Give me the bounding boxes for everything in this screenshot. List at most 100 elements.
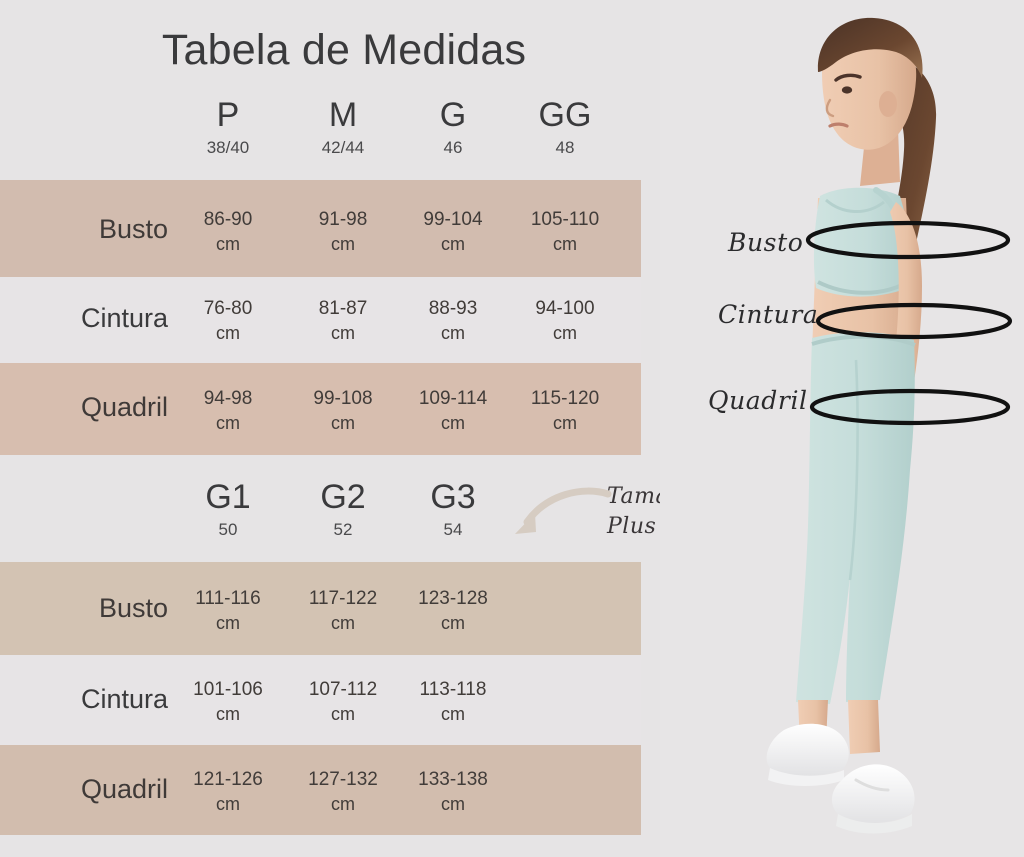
cell-value: 113-118 [419,679,487,700]
row-label-cintura-plus: Cintura [80,684,168,714]
table-row: Busto 86-90 cm 91-98 cm 99-104 cm 105-11… [0,180,641,277]
cell-value: 99-108 [313,388,373,409]
cell-value: 86-90 [203,209,253,230]
cell-cintura-m: 81-87 cm [278,296,408,345]
row-label-busto: Busto [98,214,168,244]
cell-value: 94-100 [535,298,595,319]
measure-label-quadril: Quadril [708,386,808,415]
size-number: 38/40 [206,138,250,157]
cell-quadril-gg: 115-120 cm [500,386,630,435]
cell-value: 107-112 [308,679,378,700]
size-column-g3: G3 54 [388,478,518,542]
cell-value: 81-87 [318,298,368,319]
size-label: G1 [205,478,251,516]
cell-busto-m: 91-98 cm [278,207,408,256]
page-title: Tabela de Medidas [161,26,527,74]
cell-unit: cm [331,413,355,433]
row-label-cintura: Cintura [80,303,168,333]
cell-value: 121-126 [193,769,263,790]
size-label: G [439,96,467,134]
size-label: GG [538,96,592,134]
size-number: 48 [555,138,575,157]
cell-cintura-g: 88-93 cm [388,296,518,345]
size-column-g1: G1 50 [163,478,293,542]
plus-size-header: G1 50 G2 52 G3 54 [0,478,660,556]
cell-value: 115-120 [530,388,600,409]
cell-cintura-p: 76-80 cm [163,296,293,345]
row-label-quadril: Quadril [80,392,168,422]
cell-unit: cm [441,323,465,343]
size-number: 50 [218,520,238,539]
row-label-busto-plus: Busto [98,593,168,623]
cell-unit: cm [441,234,465,254]
waist-measure-ring-icon [815,302,1013,340]
size-column-p: P 38/40 [163,96,293,160]
cell-unit: cm [216,323,240,343]
cell-unit: cm [441,704,465,724]
table-row: Quadril 94-98 cm 99-108 cm 109-114 cm 11… [0,363,641,455]
cell-value: 111-116 [195,588,261,609]
cell-unit: cm [553,413,577,433]
cell-cintura-g1: 101-106 cm [163,677,293,726]
cell-quadril-g3: 133-138 cm [388,767,518,816]
table-row: Cintura 101-106 cm 107-112 cm 113-118 cm [0,655,641,745]
cell-busto-g3: 123-128 cm [388,586,518,635]
cell-unit: cm [216,413,240,433]
size-number: 52 [333,520,353,539]
cell-quadril-g2: 127-132 cm [278,767,408,816]
cell-quadril-g1: 121-126 cm [163,767,293,816]
standard-size-header: P 38/40 M 42/44 G 46 GG 48 [0,96,660,174]
cell-value: 101-106 [193,679,263,700]
size-number: 42/44 [321,138,365,157]
cell-unit: cm [331,704,355,724]
cell-unit: cm [441,794,465,814]
cell-value: 127-132 [308,769,378,790]
cell-unit: cm [331,323,355,343]
measurements-table-area: Tabela de Medidas P 38/40 M 42/44 G 46 G… [0,26,723,835]
cell-unit: cm [441,613,465,633]
cell-unit: cm [441,413,465,433]
size-column-g2: G2 52 [278,478,408,542]
cell-value: 88-93 [428,298,478,319]
cell-value: 91-98 [318,209,368,230]
cell-cintura-g3: 113-118 cm [388,677,518,726]
measure-label-cintura: Cintura [718,300,819,329]
size-column-m: M 42/44 [278,96,408,160]
cell-cintura-gg: 94-100 cm [500,296,630,345]
cell-value: 76-80 [203,298,253,319]
cell-quadril-m: 99-108 cm [278,386,408,435]
hip-measure-ring-icon [809,388,1011,426]
cell-unit: cm [216,794,240,814]
cell-busto-g: 99-104 cm [388,207,518,256]
cell-unit: cm [553,234,577,254]
size-number: 46 [443,138,463,157]
cell-unit: cm [553,323,577,343]
cell-unit: cm [331,794,355,814]
cell-unit: cm [216,613,240,633]
size-label: G2 [320,478,366,516]
bust-measure-ring-icon [805,220,1011,260]
size-number: 54 [443,520,463,539]
cell-unit: cm [331,613,355,633]
model-photo-area: Busto Cintura Quadril [660,0,1024,857]
cell-value: 133-138 [418,769,488,790]
cell-unit: cm [216,704,240,724]
cell-busto-gg: 105-110 cm [500,207,630,256]
cell-value: 117-122 [308,588,378,609]
cell-unit: cm [216,234,240,254]
size-label: G3 [430,478,476,516]
cell-quadril-p: 94-98 cm [163,386,293,435]
size-label: P [216,96,240,134]
model-illustration [660,0,1024,857]
row-label-quadril-plus: Quadril [80,774,168,804]
cell-value: 99-104 [423,209,483,230]
table-row: Busto 111-116 cm 117-122 cm 123-128 cm [0,562,641,655]
size-column-g: G 46 [388,96,518,160]
cell-value: 109-114 [418,388,488,409]
cell-cintura-g2: 107-112 cm [278,677,408,726]
cell-busto-p: 86-90 cm [163,207,293,256]
cell-quadril-g: 109-114 cm [388,386,518,435]
cell-busto-g1: 111-116 cm [163,586,293,635]
cell-value: 105-110 [530,209,600,230]
